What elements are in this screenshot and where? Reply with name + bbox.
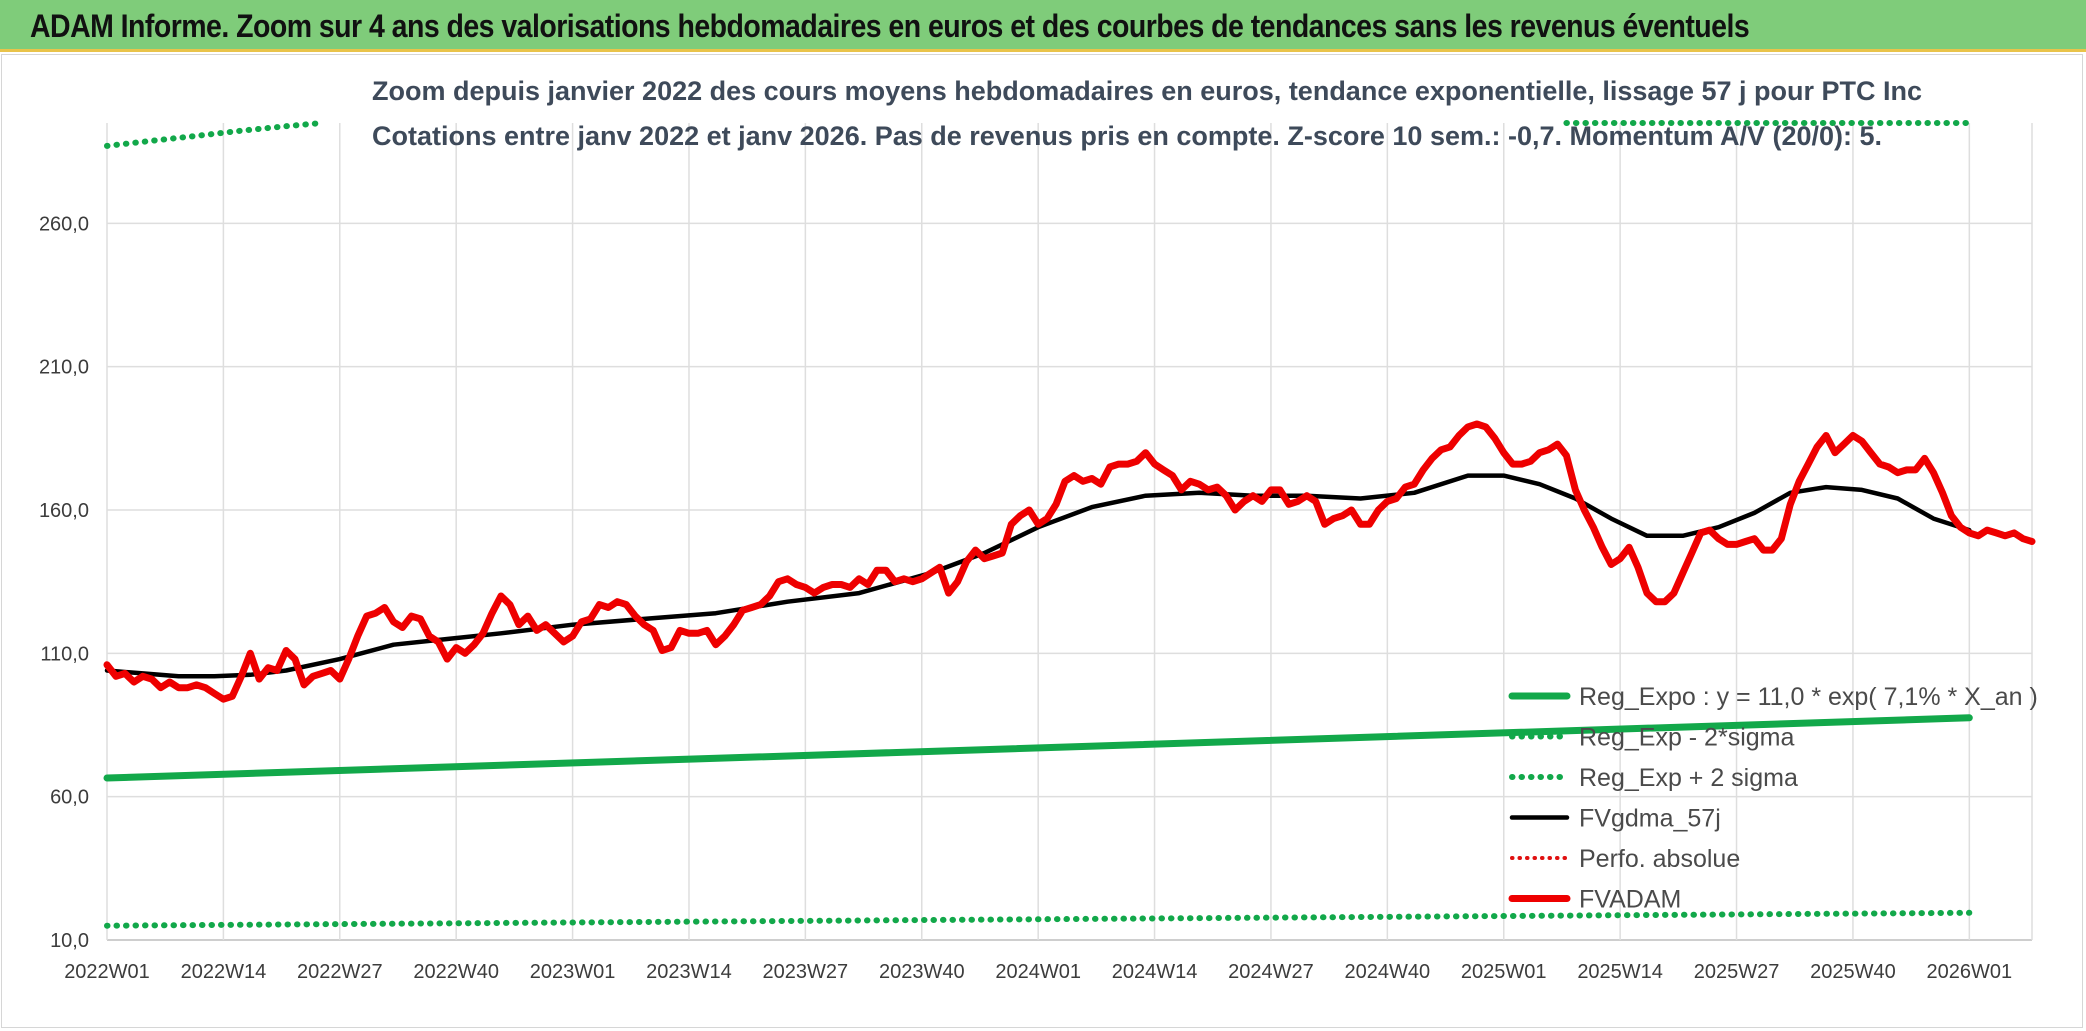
y-tick-label: 10,0	[50, 930, 89, 952]
x-axis: 2022W01 2022W14 2022W27 2022W40 2023W01 2023W…	[64, 961, 2012, 983]
legend: Reg_Expo : y = 11,0 * exp( 7,1% * X_an )…	[1508, 683, 2038, 914]
x-tick-label: 2022W01	[64, 961, 150, 983]
fvadam-line	[103, 420, 2036, 703]
legend-label: Reg_Exp - 2*sigma	[1579, 724, 1794, 752]
x-tick-label: 2024W01	[995, 961, 1081, 983]
legend-label: Perfo. absolue	[1579, 845, 1740, 873]
y-tick-label: 210,0	[39, 357, 89, 379]
banner-title: ADAM Informe. Zoom sur 4 ans des valoris…	[30, 8, 1750, 44]
x-tick-label: 2023W01	[530, 961, 616, 983]
y-tick-label: 160,0	[39, 500, 89, 522]
x-tick-label: 2022W27	[297, 961, 383, 983]
chart-frame: 10,0 60,0 110,0 160,0 210,0 260,0 2022W01 2022…	[1, 54, 2083, 1028]
fvgdma-57j-line	[104, 473, 1972, 679]
header-banner: ADAM Informe. Zoom sur 4 ans des valoris…	[0, 0, 2086, 52]
y-tick-label: 60,0	[50, 787, 89, 809]
x-tick-label: 2025W40	[1810, 961, 1896, 983]
chart-title: Zoom depuis janvier 2022 des cours moyen…	[372, 76, 1922, 106]
y-tick-label: 110,0	[40, 643, 89, 665]
x-tick-label: 2025W27	[1694, 961, 1780, 983]
x-tick-label: 2026W01	[1927, 961, 2013, 983]
legend-label: Reg_Expo : y = 11,0 * exp( 7,1% * X_an )	[1579, 683, 2038, 711]
x-tick-label: 2022W14	[181, 961, 267, 983]
x-tick-label: 2025W14	[1577, 961, 1663, 983]
x-tick-label: 2024W40	[1345, 961, 1431, 983]
legend-label: FVgdma_57j	[1579, 805, 1721, 833]
reg-exp-plus-2sigma-line	[104, 120, 325, 149]
chart-subtitle: Cotations entre janv 2022 et janv 2026. …	[372, 121, 1882, 151]
reg-exp-minus-2sigma-line	[104, 909, 1973, 929]
x-tick-label: 2025W01	[1461, 961, 1547, 983]
x-tick-label: 2024W27	[1228, 961, 1314, 983]
x-tick-label: 2022W40	[413, 961, 499, 983]
x-tick-label: 2023W40	[879, 961, 965, 983]
grid	[106, 123, 2033, 941]
y-tick-label: 260,0	[39, 213, 89, 235]
legend-label: Reg_Exp + 2 sigma	[1579, 764, 1798, 792]
y-axis: 10,0 60,0 110,0 160,0 210,0 260,0	[39, 213, 89, 952]
series-group	[103, 120, 2036, 929]
legend-label: FVADAM	[1579, 886, 1681, 914]
reg-expo-line	[103, 714, 1973, 782]
x-tick-label: 2023W14	[646, 961, 732, 983]
x-tick-label: 2024W14	[1112, 961, 1198, 983]
x-tick-label: 2023W27	[763, 961, 849, 983]
